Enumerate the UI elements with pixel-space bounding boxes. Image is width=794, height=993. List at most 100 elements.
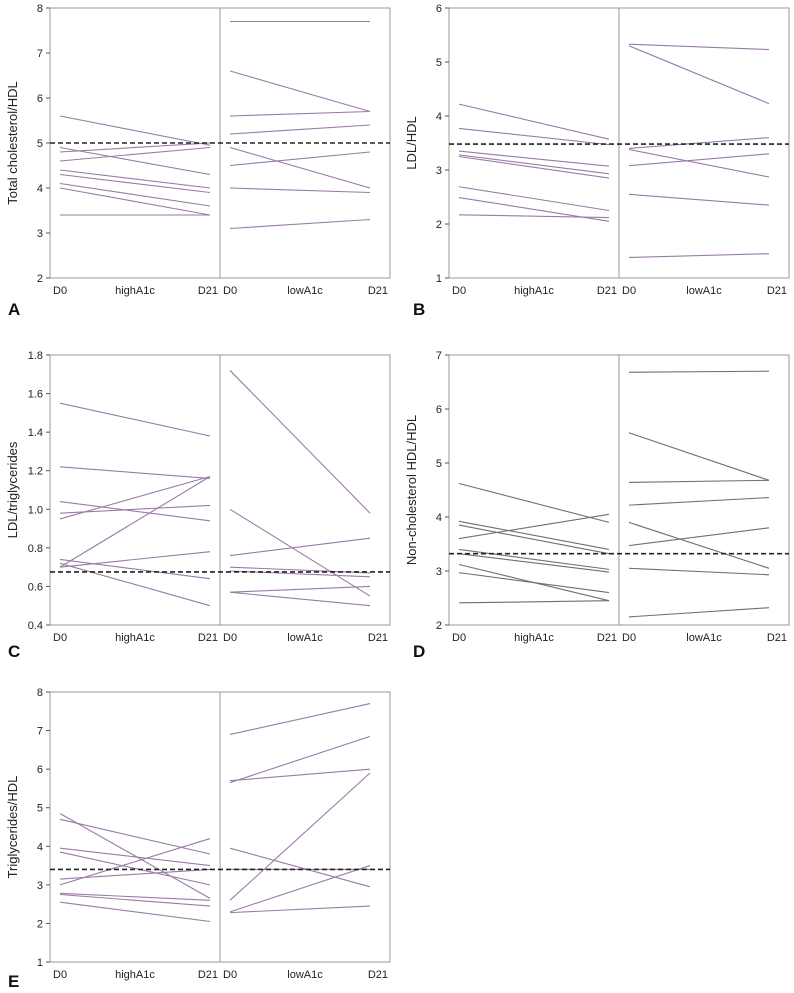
series-line-higha1c-2 [458, 127, 610, 146]
series-line-lowa1c-6 [628, 527, 770, 547]
panel-letter: E [8, 972, 19, 991]
series-line-lowa1c-6 [229, 772, 371, 901]
y-tick-label: 1 [37, 957, 43, 969]
series-line-higha1c-1 [59, 813, 211, 899]
y-axis-label: Total cholesterol/HDL [5, 81, 20, 205]
series-line-higha1c-4 [59, 851, 211, 886]
y-tick-label: 3 [436, 165, 442, 177]
x-label-group: lowA1c [686, 632, 722, 644]
x-label-group: highA1c [514, 632, 554, 644]
y-tick-label: 6 [37, 93, 43, 105]
series-line-higha1c-5 [458, 155, 610, 179]
chart-panel-b: 1 2 3 4 5 6 LDL/HDL D0 highA1c D21 D0 lowA1c D21 B [404, 3, 790, 319]
series-line-higha1c-9 [59, 901, 211, 923]
series-line-lowa1c-3 [229, 735, 371, 784]
y-tick-label: 2 [436, 219, 442, 231]
series-line-lowa1c-6 [229, 585, 371, 593]
series-line-lowa1c-3 [229, 537, 371, 557]
series-line-higha1c-1 [458, 482, 610, 523]
plot-frame-right [618, 7, 790, 279]
series-line-higha1c-5 [59, 169, 211, 189]
panel-letter: B [413, 300, 425, 319]
series-line-higha1c-7 [59, 562, 211, 607]
y-tick-label: 5 [37, 803, 43, 815]
series-line-higha1c-6 [59, 838, 211, 886]
series-line-higha1c-8 [59, 476, 211, 568]
y-tick-label: 7 [436, 350, 442, 362]
y-tick-label: 3 [436, 566, 442, 578]
series-line-higha1c-5 [59, 475, 211, 520]
x-label-start: D0 [53, 632, 67, 644]
series-line-lowa1c-6 [628, 193, 770, 206]
x-label-group: highA1c [115, 285, 155, 297]
series-line-higha1c-8 [458, 572, 610, 594]
y-tick-label: 5 [37, 138, 43, 150]
y-tick-label: 4 [436, 111, 442, 123]
x-label-start: D0 [223, 285, 237, 297]
series-line-lowa1c-4 [229, 847, 371, 888]
y-tick-label: 1.8 [28, 350, 43, 362]
series-line-lowa1c-5 [628, 521, 770, 569]
y-tick-label: 0.6 [28, 581, 43, 593]
plot-frame-left [49, 691, 221, 963]
y-axis-label: Triglycerides/HDL [5, 776, 20, 879]
series-line-lowa1c-7 [628, 253, 770, 259]
series-line-higha1c-3 [59, 501, 211, 522]
x-label-group: lowA1c [287, 632, 323, 644]
series-line-higha1c-3 [458, 150, 610, 167]
series-line-higha1c-7 [59, 892, 211, 901]
series-line-lowa1c-6 [229, 151, 371, 167]
x-label-end: D21 [597, 632, 617, 644]
x-label-start: D0 [622, 632, 636, 644]
series-line-lowa1c-8 [229, 905, 371, 914]
y-tick-label: 6 [436, 404, 442, 416]
y-tick-label: 1 [436, 273, 442, 285]
y-tick-label: 1.2 [28, 466, 43, 478]
series-line-lowa1c-3 [628, 479, 770, 483]
y-tick-label: 6 [37, 764, 43, 776]
series-line-lowa1c-7 [229, 591, 371, 607]
series-line-lowa1c-5 [229, 146, 371, 189]
series-line-higha1c-6 [458, 553, 610, 573]
y-axis-label: Non-cholesterol HDL/HDL [404, 415, 419, 565]
plot-frame-right [618, 354, 790, 626]
y-axis-label: LDL/triglycerides [5, 441, 20, 538]
x-label-start: D0 [452, 285, 466, 297]
x-label-start: D0 [223, 632, 237, 644]
y-tick-label: 0.8 [28, 543, 43, 555]
series-line-higha1c-6 [458, 186, 610, 212]
y-tick-label: 4 [436, 512, 442, 524]
series-line-lowa1c-1 [229, 703, 371, 735]
x-label-end: D21 [368, 969, 388, 981]
y-tick-label: 8 [37, 687, 43, 699]
chart-panel-c: 0.4 0.6 0.8 1.0 1.2 1.4 1.6 1.8 LDL/triglyceride… [5, 350, 391, 661]
series-line-lowa1c-2 [229, 508, 371, 597]
y-tick-label: 7 [37, 726, 43, 738]
series-line-lowa1c-3 [628, 137, 770, 149]
series-line-higha1c-3 [458, 524, 610, 555]
series-line-lowa1c-1 [628, 370, 770, 373]
x-label-end: D21 [767, 285, 787, 297]
series-line-higha1c-7 [458, 196, 610, 222]
y-tick-label: 2 [436, 620, 442, 632]
chart-panel-d: 2 3 4 5 6 7 Non-cholesterol HDL/HDL D0 highA1c D2… [404, 350, 790, 661]
x-label-start: D0 [223, 969, 237, 981]
series-line-lowa1c-8 [229, 218, 371, 230]
series-line-higha1c-3 [59, 142, 211, 153]
series-line-higha1c-2 [59, 466, 211, 479]
series-line-higha1c-3 [59, 847, 211, 867]
series-line-lowa1c-1 [628, 43, 770, 51]
x-label-group: highA1c [115, 632, 155, 644]
series-line-higha1c-1 [458, 103, 610, 140]
x-label-end: D21 [597, 285, 617, 297]
series-line-lowa1c-2 [628, 432, 770, 481]
series-line-higha1c-1 [59, 115, 211, 146]
y-tick-label: 3 [37, 228, 43, 240]
series-line-higha1c-9 [59, 551, 211, 568]
y-tick-label: 5 [436, 57, 442, 69]
y-tick-label: 2 [37, 273, 43, 285]
y-axis-label: LDL/HDL [404, 116, 419, 169]
chart-panel-a: 2 3 4 5 6 7 8 Total cholesterol/HDL D0 highA1c D21… [5, 3, 391, 319]
y-tick-label: 2 [37, 918, 43, 930]
series-line-lowa1c-4 [229, 124, 371, 135]
